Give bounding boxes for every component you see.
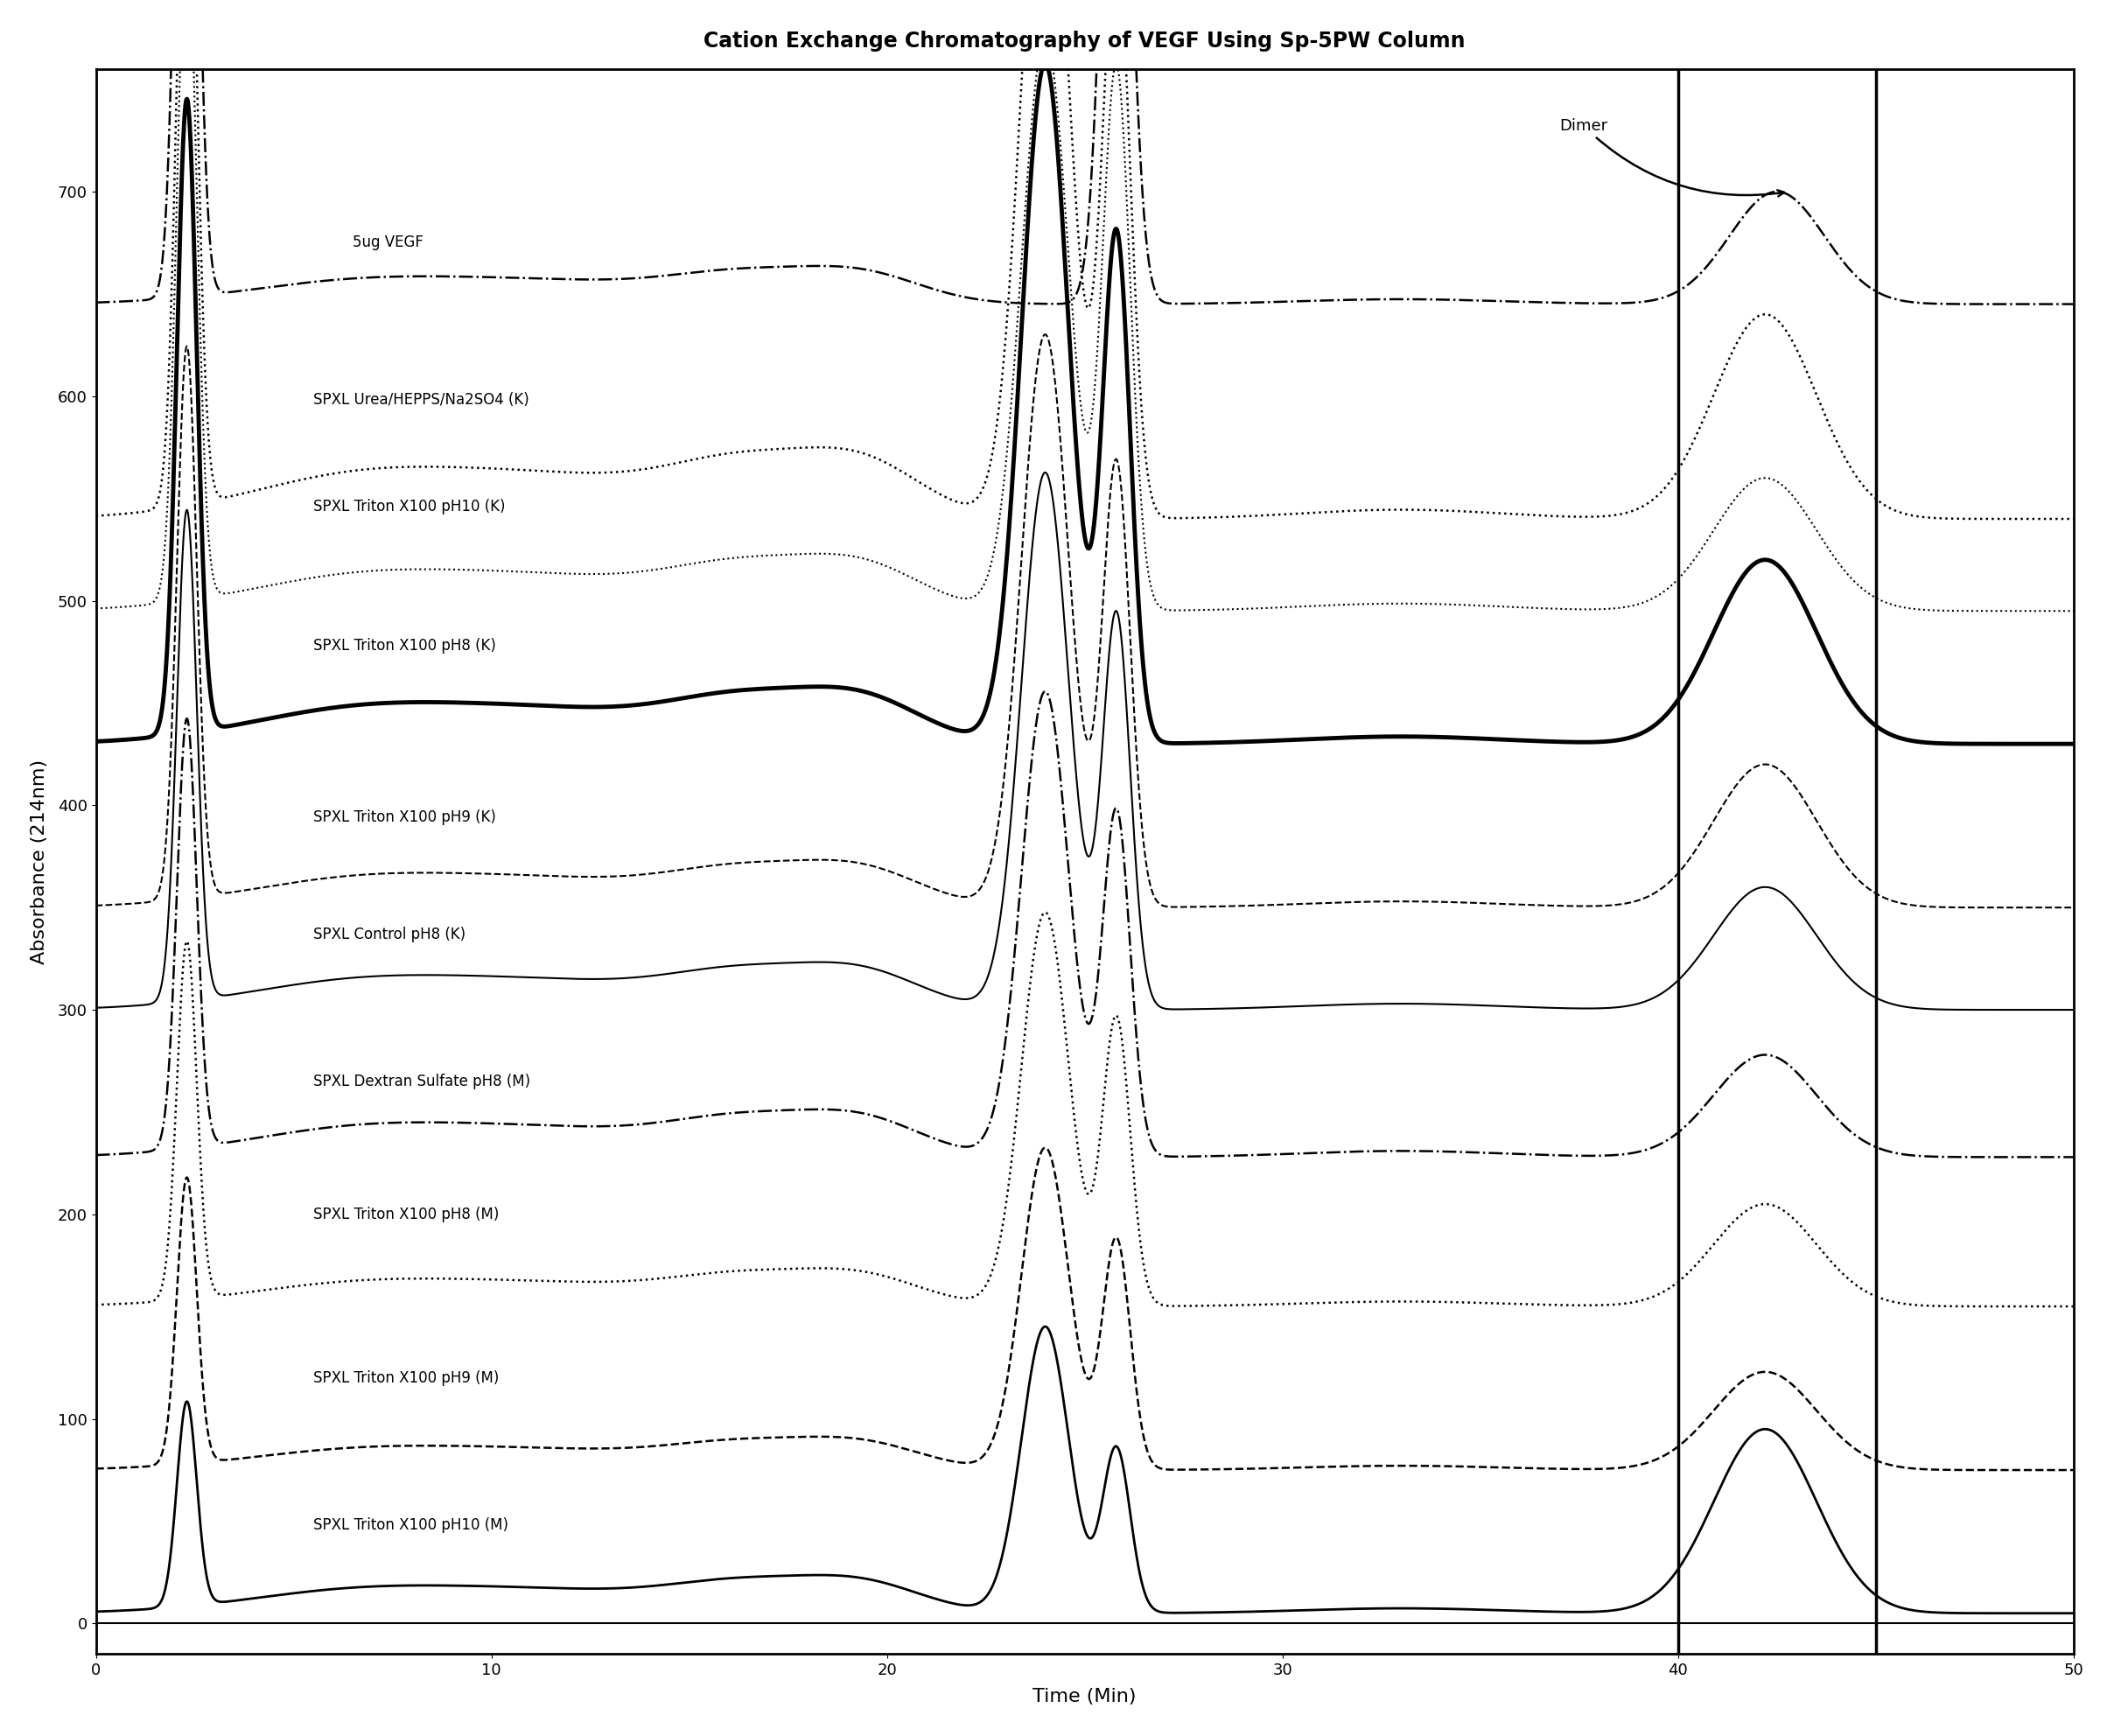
Text: SPXL Control pH8 (K): SPXL Control pH8 (K): [313, 927, 465, 943]
Text: Dimer: Dimer: [1560, 118, 1784, 196]
Text: SPXL Triton X100 pH10 (K): SPXL Triton X100 pH10 (K): [313, 498, 505, 514]
Text: SPXL Dextran Sulfate pH8 (M): SPXL Dextran Sulfate pH8 (M): [313, 1073, 531, 1088]
Text: SPXL Triton X100 pH9 (K): SPXL Triton X100 pH9 (K): [313, 809, 497, 825]
Title: Cation Exchange Chromatography of VEGF Using Sp-5PW Column: Cation Exchange Chromatography of VEGF U…: [704, 31, 1465, 52]
Y-axis label: Absorbance (214nm): Absorbance (214nm): [30, 759, 49, 963]
Text: SPXL Triton X100 pH9 (M): SPXL Triton X100 pH9 (M): [313, 1370, 499, 1385]
Text: SPXL Triton X100 pH8 (M): SPXL Triton X100 pH8 (M): [313, 1207, 499, 1222]
Text: SPXL Urea/HEPPS/Na2SO4 (K): SPXL Urea/HEPPS/Na2SO4 (K): [313, 392, 528, 408]
Text: 5ug VEGF: 5ug VEGF: [353, 234, 423, 250]
Text: SPXL Triton X100 pH8 (K): SPXL Triton X100 pH8 (K): [313, 637, 497, 653]
X-axis label: Time (Min): Time (Min): [1034, 1687, 1137, 1705]
Text: SPXL Triton X100 pH10 (M): SPXL Triton X100 pH10 (M): [313, 1517, 509, 1533]
